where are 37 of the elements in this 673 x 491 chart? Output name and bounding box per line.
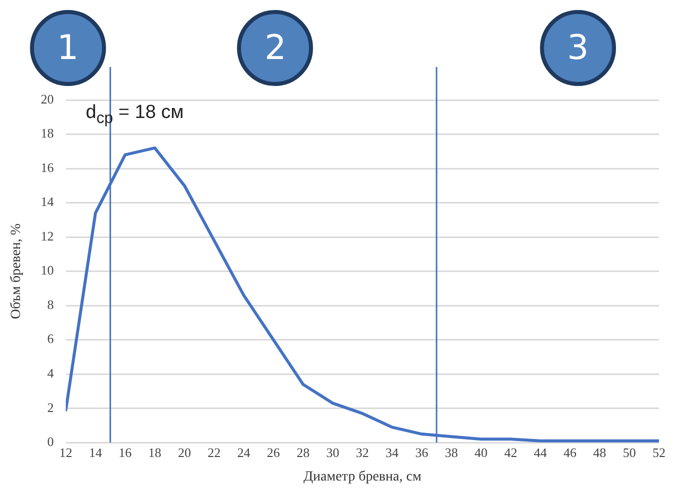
y-tick-label: 8 (47, 296, 54, 312)
y-tick-label: 20 (40, 91, 54, 106)
x-tick-label: 18 (148, 444, 162, 460)
x-tick-label: 52 (652, 444, 666, 460)
x-tick-label: 50 (622, 444, 636, 460)
x-tick-label: 46 (564, 444, 578, 460)
x-tick-label: 28 (296, 444, 310, 460)
x-axis-title: Диаметр бревна, см (303, 469, 422, 484)
x-tick-label: 42 (504, 444, 518, 460)
y-tick-label: 18 (40, 126, 54, 141)
y-axis-title: Объм бревен, % (9, 223, 24, 320)
x-tick-label: 26 (266, 444, 280, 460)
x-tick-label: 36 (415, 444, 429, 460)
y-tick-label: 0 (47, 434, 54, 450)
x-tick-label: 40 (474, 444, 488, 460)
numbered-circle: 2 (237, 10, 314, 86)
x-tick-label: 14 (88, 444, 102, 460)
x-tick-label: 48 (593, 444, 606, 460)
x-tick-label: 16 (118, 444, 132, 460)
y-tick-label: 16 (40, 160, 54, 175)
x-tick-label: 34 (386, 444, 400, 460)
x-tick-label: 30 (326, 444, 340, 460)
x-tick-label: 22 (208, 444, 221, 460)
x-tick-label: 32 (356, 444, 369, 460)
y-tick-label: 4 (47, 366, 54, 380)
x-tick-label: 44 (534, 444, 548, 460)
y-tick-label: 10 (40, 262, 54, 278)
x-tick-label: 12 (59, 444, 72, 460)
x-tick-label: 24 (237, 444, 251, 460)
y-tick-label: 6 (47, 331, 54, 346)
x-tick-label: 20 (178, 444, 191, 460)
numbered-circle: 3 (540, 10, 616, 86)
x-tick-label: 38 (444, 444, 458, 460)
y-tick-label: 12 (40, 228, 54, 244)
y-tick-label: 14 (40, 194, 54, 210)
numbered-circle: 1 (30, 10, 106, 86)
y-tick-label: 2 (47, 400, 54, 415)
